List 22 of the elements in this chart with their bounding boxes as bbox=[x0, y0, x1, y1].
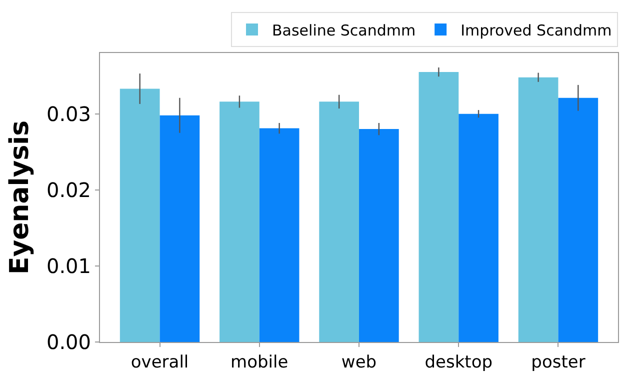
x-tick-label: desktop bbox=[424, 352, 493, 372]
bar bbox=[160, 115, 200, 342]
legend-label: Baseline Scandmm bbox=[272, 21, 416, 40]
x-tick-label: poster bbox=[531, 352, 586, 372]
bar bbox=[518, 77, 558, 342]
bar bbox=[359, 129, 399, 342]
legend-label: Improved Scandmm bbox=[460, 21, 612, 40]
bar bbox=[259, 128, 300, 342]
x-tick-label: overall bbox=[130, 352, 189, 372]
bar bbox=[558, 98, 598, 342]
bar bbox=[220, 102, 260, 342]
x-tick-label: web bbox=[341, 352, 377, 372]
y-tick-label: 0.02 bbox=[46, 178, 91, 202]
y-tick-label: 0.01 bbox=[46, 254, 91, 278]
bar bbox=[418, 72, 459, 342]
y-tick-label: 0.03 bbox=[46, 102, 91, 126]
bar bbox=[120, 88, 160, 342]
x-tick-label: mobile bbox=[230, 352, 288, 372]
y-tick-label: 0.00 bbox=[46, 330, 91, 354]
bar bbox=[458, 114, 498, 342]
bar bbox=[319, 102, 359, 342]
y-axis-title: Eyenalysis bbox=[4, 120, 35, 275]
